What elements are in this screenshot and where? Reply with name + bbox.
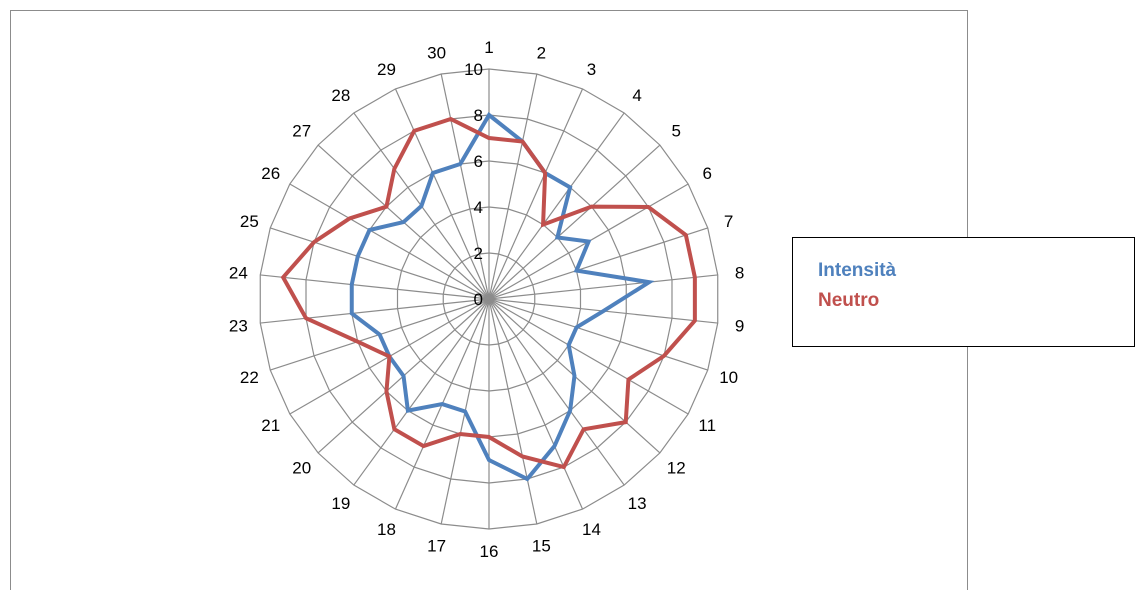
grid-spoke [394, 88, 490, 300]
category-label: 19 [331, 494, 350, 513]
grid-spoke [488, 274, 718, 300]
r-tick-label: 10 [464, 60, 483, 79]
legend-entry-neutro: Neutro [818, 290, 880, 311]
series-line-intensit- [349, 112, 655, 482]
category-label: 5 [672, 121, 681, 140]
category-label: 3 [587, 60, 596, 79]
grid-spoke [488, 298, 689, 415]
category-label: 15 [532, 536, 551, 555]
r-tick-label: 6 [474, 152, 483, 171]
series-line-neutro [280, 116, 697, 470]
grid-spoke [488, 227, 708, 300]
legend-entry-intensita: Intensità [818, 260, 897, 281]
grid-spoke [488, 144, 661, 300]
grid-spoke [353, 298, 490, 486]
category-label: 21 [261, 416, 280, 435]
category-label: 27 [292, 121, 311, 140]
grid-spoke [488, 298, 625, 486]
grid-spoke [488, 88, 584, 300]
grid-spoke [488, 298, 584, 510]
category-label: 13 [628, 494, 647, 513]
r-tick-label: 8 [474, 106, 483, 125]
category-label: 28 [331, 86, 350, 105]
category-label: 20 [292, 459, 311, 478]
category-label: 16 [480, 542, 499, 561]
category-label: 7 [724, 212, 733, 231]
category-label: 6 [703, 164, 712, 183]
category-label: 25 [240, 212, 259, 231]
grid-spoke [488, 298, 538, 525]
category-label: 10 [719, 368, 738, 387]
grid-spoke [260, 298, 490, 324]
category-label: 9 [735, 316, 744, 335]
grid-spoke [488, 298, 708, 371]
category-label: 14 [582, 520, 601, 539]
category-label: 29 [377, 60, 396, 79]
legend: Intensità Neutro [792, 237, 1135, 347]
grid-spoke [488, 112, 625, 300]
category-label: 18 [377, 520, 396, 539]
category-label: 4 [632, 86, 641, 105]
category-label: 22 [240, 368, 259, 387]
category-label: 23 [229, 316, 248, 335]
category-label: 8 [735, 264, 744, 283]
r-tick-label: 4 [474, 198, 483, 217]
category-label: 26 [261, 164, 280, 183]
category-label: 12 [667, 459, 686, 478]
grid-spoke [260, 274, 490, 300]
grid-spoke [289, 183, 490, 300]
category-label: 2 [537, 44, 546, 63]
grid-spoke [270, 227, 490, 300]
category-label: 1 [484, 38, 493, 57]
r-tick-label: 0 [474, 290, 483, 309]
category-label: 24 [229, 264, 248, 283]
category-label: 17 [427, 536, 446, 555]
grid-spoke [488, 73, 538, 300]
category-label: 11 [698, 416, 716, 435]
r-tick-label: 2 [474, 244, 483, 263]
grid-spoke [440, 73, 490, 300]
category-label: 30 [427, 44, 446, 63]
